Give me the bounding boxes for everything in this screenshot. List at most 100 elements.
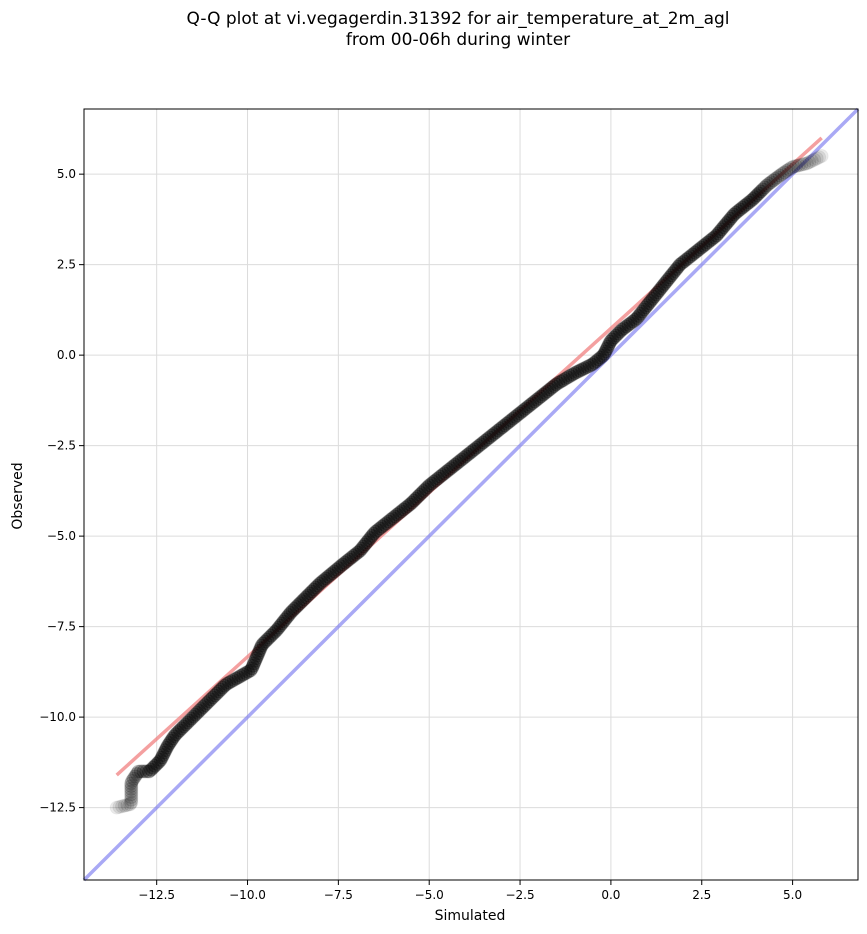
qq-point xyxy=(435,467,450,482)
qq-point xyxy=(491,423,506,438)
qq-point xyxy=(751,186,766,201)
qq-point xyxy=(124,792,139,807)
qq-point xyxy=(269,622,284,637)
qq-point xyxy=(728,205,743,220)
qq-point xyxy=(761,176,776,191)
qq-point xyxy=(424,476,439,491)
qq-point xyxy=(406,493,421,508)
qq-point xyxy=(789,159,804,174)
qq-point xyxy=(512,406,527,421)
qq-point xyxy=(672,257,687,272)
qq-point xyxy=(356,539,371,554)
qq-point xyxy=(352,543,367,558)
chart-title: Q-Q plot at vi.vegagerdin.31392 for air_… xyxy=(186,9,729,50)
qq-point xyxy=(213,682,228,697)
y-axis-label: Observed xyxy=(10,462,26,529)
qq-point xyxy=(671,259,686,274)
qq-point xyxy=(527,394,542,409)
qq-point xyxy=(577,361,592,376)
qq-point xyxy=(207,688,222,703)
qq-point xyxy=(791,158,806,173)
qq-point xyxy=(753,184,768,199)
qq-point xyxy=(159,740,174,755)
qq-point xyxy=(128,769,143,784)
qq-point xyxy=(802,155,817,170)
qq-point xyxy=(572,363,587,378)
grid xyxy=(84,109,858,880)
qq-point xyxy=(176,719,191,734)
identity-line xyxy=(82,107,860,882)
fit-line-path xyxy=(115,136,823,777)
qq-point xyxy=(186,709,201,724)
x-tick-label: −7.5 xyxy=(324,888,353,902)
qq-point xyxy=(636,302,651,317)
qq-point xyxy=(200,696,215,711)
qq-point xyxy=(700,235,715,250)
qq-point xyxy=(342,552,357,567)
qq-point xyxy=(408,491,423,506)
qq-point xyxy=(229,671,244,686)
qq-point xyxy=(666,266,681,281)
qq-point xyxy=(260,632,275,647)
qq-point xyxy=(418,482,433,497)
qq-point xyxy=(538,385,553,400)
qq-point xyxy=(416,484,431,499)
qq-point xyxy=(718,218,733,233)
qq-point xyxy=(705,232,720,247)
qq-point xyxy=(196,700,211,715)
qq-point xyxy=(716,220,731,235)
qq-point xyxy=(245,658,260,673)
qq-point xyxy=(109,800,124,815)
qq-point xyxy=(115,799,130,814)
qq-point xyxy=(458,449,473,464)
qq-point xyxy=(316,573,331,588)
qq-point xyxy=(249,651,264,666)
qq-point xyxy=(585,357,600,372)
qq-point xyxy=(131,764,146,779)
qq-point xyxy=(446,459,461,474)
qq-point xyxy=(655,279,670,294)
qq-point xyxy=(733,202,748,217)
y-ticks: −12.5 −10.0 −7.5 −5.0 −2.5 0.0 2.5 5.0 xyxy=(39,167,84,815)
qq-point xyxy=(640,298,655,313)
y-tick-label: −12.5 xyxy=(39,801,76,815)
qq-point xyxy=(370,523,385,538)
qq-point xyxy=(619,319,634,334)
qq-point xyxy=(675,255,690,270)
qq-point xyxy=(253,641,268,656)
qq-point xyxy=(506,411,521,426)
qq-point xyxy=(224,674,239,689)
qq-point xyxy=(768,171,783,186)
qq-point xyxy=(278,612,293,627)
qq-point xyxy=(335,557,350,572)
qq-point xyxy=(124,787,139,802)
qq-point xyxy=(133,764,148,779)
qq-point xyxy=(112,799,127,814)
qq-point xyxy=(764,175,779,190)
qq-point xyxy=(779,163,794,178)
qq-point xyxy=(314,574,329,589)
x-tick-label: −12.5 xyxy=(138,888,175,902)
qq-point xyxy=(514,404,529,419)
qq-point xyxy=(361,533,376,548)
qq-point xyxy=(647,289,662,304)
qq-point xyxy=(784,160,799,175)
qq-point xyxy=(549,377,564,392)
qq-point xyxy=(297,592,312,607)
qq-point xyxy=(264,628,279,643)
qq-point xyxy=(422,478,437,493)
qq-point xyxy=(709,228,724,243)
qq-point xyxy=(283,605,298,620)
qq-point xyxy=(404,495,419,510)
plot-frame xyxy=(83,108,859,881)
qq-point xyxy=(473,437,488,452)
qq-point xyxy=(602,337,617,352)
qq-point xyxy=(437,466,452,481)
qq-point xyxy=(650,285,665,300)
qq-point xyxy=(501,414,516,429)
qq-point xyxy=(531,391,546,406)
points xyxy=(109,149,829,815)
qq-point xyxy=(149,756,164,771)
qq-point xyxy=(731,204,746,219)
qq-point xyxy=(635,304,650,319)
